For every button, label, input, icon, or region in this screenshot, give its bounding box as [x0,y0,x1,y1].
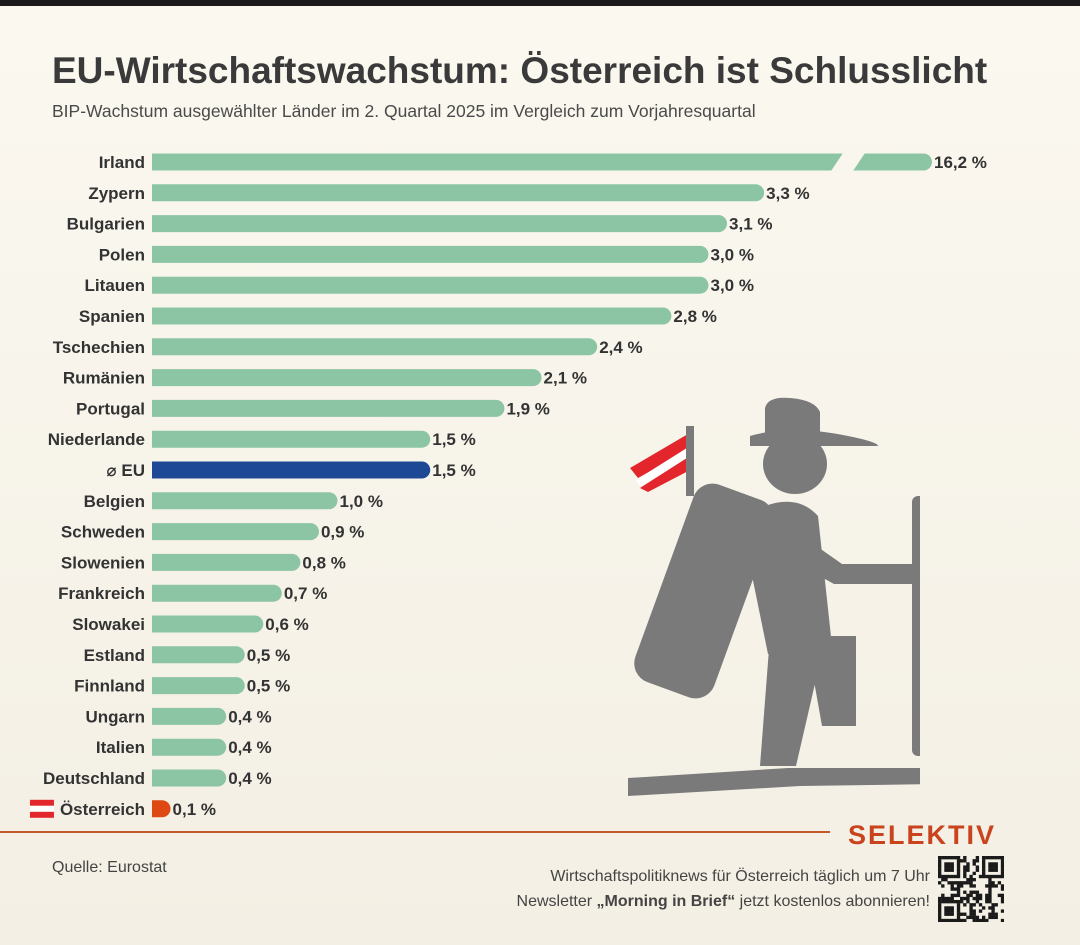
bar [152,153,932,171]
chart-subtitle: BIP-Wachstum ausgewählter Länder im 2. Q… [52,101,756,121]
brand-logo: SELEKTIV [848,820,997,850]
bar [152,307,672,325]
bar [152,338,598,356]
category-label: Portugal [76,399,145,418]
value-label: 0,4 % [228,738,271,757]
value-label: 1,5 % [432,461,475,480]
category-label: Italien [96,738,145,757]
bar [152,276,709,294]
value-label: 1,0 % [340,492,383,511]
category-label: Niederlande [48,430,145,449]
value-label: 0,6 % [265,615,308,634]
value-label: 2,1 % [544,369,587,388]
bar [152,769,227,787]
value-label: 0,7 % [284,584,327,603]
value-label: 3,3 % [766,184,809,203]
infographic-card: EU-Wirtschaftswachstum: Österreich ist S… [0,6,1080,945]
bar [152,492,338,510]
category-label: Irland [99,153,145,172]
category-label: Österreich [60,800,145,819]
promo-suffix: jetzt kostenlos abonnieren! [735,893,930,910]
bar [152,245,709,263]
category-label: Ungarn [86,707,146,726]
value-label: 16,2 % [934,153,987,172]
bar [152,461,431,479]
austria-flag-icon [29,799,54,818]
promo-line-1: Wirtschaftspolitiknews für Österreich tä… [550,868,930,885]
category-label: ⌀ EU [106,461,145,480]
category-label: Polen [99,245,145,264]
source-note: Quelle: Eurostat [52,859,167,876]
value-label: 3,0 % [711,245,754,264]
value-label: 3,0 % [711,276,754,295]
bar [152,369,542,387]
value-label: 2,8 % [673,307,716,326]
bar [152,800,171,818]
category-label: Tschechien [53,338,145,357]
promo-prefix: Newsletter [516,893,597,910]
chart-title: EU-Wirtschaftswachstum: Österreich ist S… [52,50,988,91]
value-label: 0,5 % [247,677,290,696]
value-label: 0,1 % [173,800,216,819]
value-label: 2,4 % [599,338,642,357]
value-label: 1,9 % [506,399,549,418]
axis-break-mark [830,151,866,173]
category-label: Litauen [85,276,145,295]
bar [152,553,301,571]
bar [152,646,245,664]
bar [152,523,319,541]
bar-chart: Irland 16,2 % Zypern 3,3 % Bulgarien 3,1 % Pol… [29,151,987,819]
qr-code-icon[interactable] [938,856,1004,922]
category-label: Slowenien [61,553,145,572]
category-label: Finnland [74,677,145,696]
value-label: 0,4 % [228,769,271,788]
category-label: Rumänien [63,369,145,388]
category-label: Spanien [79,307,145,326]
category-label: Schweden [61,523,145,542]
value-label: 0,9 % [321,523,364,542]
category-label: Estland [84,646,145,665]
value-label: 1,5 % [432,430,475,449]
value-label: 0,8 % [302,553,345,572]
bar [152,738,227,756]
hiker-illustration-icon [628,397,920,796]
bar [152,399,505,417]
bar [152,677,245,695]
bar [152,615,264,633]
bar [152,430,431,448]
value-label: 0,5 % [247,646,290,665]
category-label: Zypern [88,184,145,203]
category-label: Belgien [84,492,145,511]
promo-line-2: Newsletter „Morning in Brief“ jetzt kost… [517,893,930,911]
value-label: 3,1 % [729,215,772,234]
bar [152,584,282,602]
footer-separator-line [0,831,830,833]
bar [152,707,227,725]
value-label: 0,4 % [228,707,271,726]
newsletter-name[interactable]: „Morning in Brief“ [596,893,736,910]
category-label: Slowakei [72,615,145,634]
category-label: Deutschland [43,769,145,788]
category-label: Frankreich [58,584,145,603]
bar [152,215,728,233]
category-label: Bulgarien [67,215,145,234]
bar [152,184,765,202]
